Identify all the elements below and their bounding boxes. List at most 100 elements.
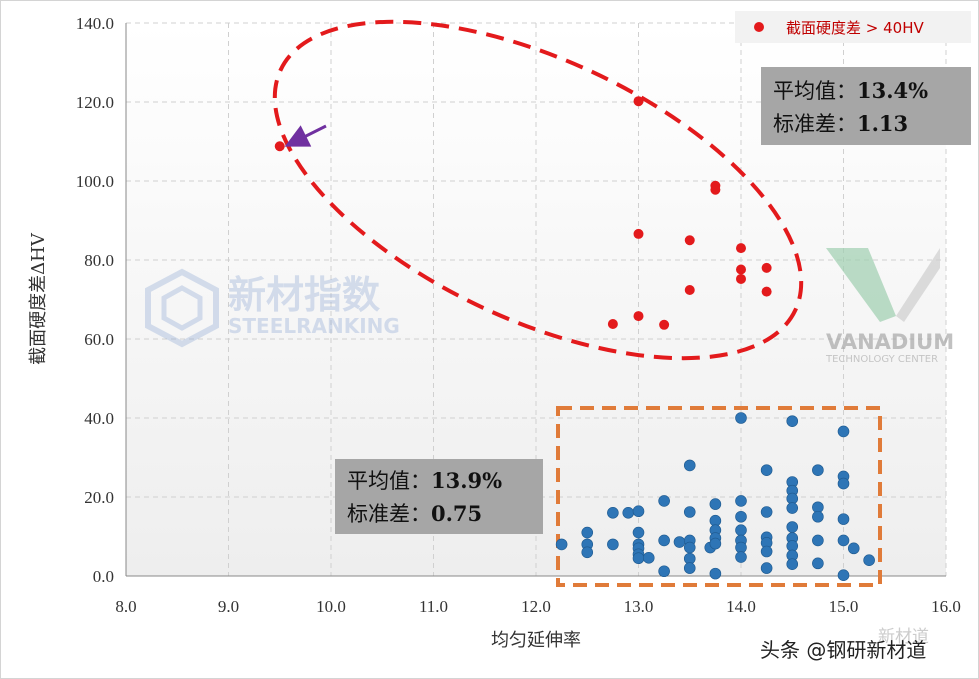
blue-data-point <box>709 498 722 510</box>
blue-data-point <box>683 506 696 518</box>
blue-data-point <box>632 552 645 565</box>
y-tick-label: 40.0 <box>84 409 114 428</box>
blue-data-point <box>837 477 850 490</box>
legend-marker <box>754 22 764 32</box>
blue-data-point <box>683 459 696 472</box>
blue-data-point <box>607 538 619 551</box>
y-axis-title: 截面硬度差ΔHV <box>28 232 49 365</box>
blue-data-point <box>760 506 773 518</box>
blue-data-point <box>760 464 773 476</box>
red-data-point <box>736 264 746 275</box>
red-data-point <box>659 319 670 330</box>
x-tick-label: 8.0 <box>115 597 136 616</box>
blue-data-point <box>786 521 799 533</box>
vanadium-logo-icon <box>826 248 896 322</box>
red-data-point <box>710 184 721 195</box>
red-data-point <box>684 235 695 246</box>
blue-data-point <box>658 565 670 578</box>
blue-data-point <box>709 567 722 580</box>
red-data-point <box>633 96 644 107</box>
red-data-point <box>633 311 644 322</box>
blue-data-point <box>632 505 645 518</box>
watermark-brand-cn: 新材指数 <box>228 273 380 317</box>
blue-data-point <box>735 495 747 507</box>
blue-data-point <box>622 506 635 519</box>
steelranking-logo-icon <box>145 268 219 348</box>
red-data-point <box>633 228 644 239</box>
red-data-point <box>736 273 746 284</box>
svg-text:平均值：13.9%: 平均值：13.9% <box>347 468 502 493</box>
blue-data-point <box>837 569 850 582</box>
blue-data-point <box>786 415 799 427</box>
red-data-point <box>607 318 618 329</box>
low-diff-box <box>556 406 882 587</box>
blue-data-point <box>812 510 824 523</box>
y-tick-label: 80.0 <box>84 251 114 270</box>
vanadium-watermark: VANADIUM TECHNOLOGY CENTER <box>825 248 954 365</box>
high-diff-ellipse <box>272 19 804 361</box>
blue-data-point <box>847 542 860 555</box>
blue-data-point <box>837 425 850 438</box>
y-tick-label: 120.0 <box>76 93 114 112</box>
blue-data-point <box>581 526 594 539</box>
stat-lower-sd-value: 0.75 <box>431 501 482 526</box>
blue-data-point <box>735 524 747 536</box>
legend: 截面硬度差 > 40HV <box>735 11 971 43</box>
faint-watermark-text: 新材道 <box>878 627 929 647</box>
x-tick-label: 13.0 <box>624 597 654 616</box>
svg-text:标准差：1.13: 标准差：1.13 <box>773 111 908 136</box>
blue-data-point <box>658 495 670 507</box>
blue-data-point <box>607 506 619 519</box>
stat-box-upper: 平均值：13.4% 标准差：1.13 <box>761 67 971 145</box>
blue-data-point <box>812 534 824 547</box>
blue-data-point <box>735 510 747 523</box>
footer-credit: 头条 @钢研新材道 <box>760 638 926 662</box>
blue-data-point <box>683 562 696 574</box>
outlier-arrow <box>284 124 327 147</box>
steelranking-watermark: 新材指数 STEELRANKING <box>145 268 400 348</box>
stat-upper-mean-label: 平均值： <box>773 79 857 103</box>
x-tick-label: 15.0 <box>829 597 859 616</box>
blue-data-point <box>863 554 875 567</box>
stat-lower-mean-value: 13.9% <box>431 468 502 493</box>
blue-data-point <box>658 534 670 547</box>
blue-data-point <box>735 551 747 563</box>
blue-data-point <box>581 546 594 559</box>
blue-data-point <box>812 464 824 476</box>
data-points <box>274 96 875 582</box>
blue-data-point <box>786 502 799 514</box>
stat-upper-mean-value: 13.4% <box>857 78 928 103</box>
red-data-point <box>736 243 746 254</box>
stat-upper-sd-value: 1.13 <box>857 111 908 136</box>
blue-data-point <box>837 513 850 525</box>
red-data-point <box>761 286 772 297</box>
x-tick-label: 10.0 <box>316 597 346 616</box>
y-tick-label: 100.0 <box>76 172 114 191</box>
blue-data-point <box>632 526 645 539</box>
watermark-vanadium-sub: TECHNOLOGY CENTER <box>825 354 938 365</box>
blue-data-point <box>683 541 696 554</box>
x-tick-label: 12.0 <box>521 597 551 616</box>
x-tick-label: 9.0 <box>218 597 239 616</box>
stat-box-lower: 平均值：13.9% 标准差：0.75 <box>335 459 543 534</box>
x-tick-label: 16.0 <box>931 597 961 616</box>
svg-text:标准差：0.75: 标准差：0.75 <box>347 501 482 526</box>
x-tick-label: 11.0 <box>419 597 448 616</box>
y-tick-label: 60.0 <box>84 330 114 349</box>
watermark-vanadium: VANADIUM <box>826 330 954 354</box>
stat-lower-sd-label: 标准差： <box>347 502 431 526</box>
blue-data-point <box>555 538 568 551</box>
blue-data-point <box>760 562 773 574</box>
red-data-point <box>274 141 285 152</box>
blue-data-point <box>735 412 747 424</box>
red-data-point <box>684 285 695 296</box>
y-tick-label: 0.0 <box>93 567 114 586</box>
red-data-point <box>761 262 772 273</box>
tick-labels: 8.0 9.0 10.0 11.0 12.0 13.0 14.0 15.0 16.0 0.0 20.… <box>76 14 961 616</box>
blue-data-point <box>786 558 799 570</box>
blue-data-point <box>812 557 824 570</box>
watermark-brand-en: STEELRANKING <box>228 314 400 338</box>
x-axis-title: 均匀延伸率 <box>491 630 581 651</box>
blue-data-point <box>673 536 686 548</box>
stat-upper-sd-label: 标准差： <box>773 112 857 136</box>
